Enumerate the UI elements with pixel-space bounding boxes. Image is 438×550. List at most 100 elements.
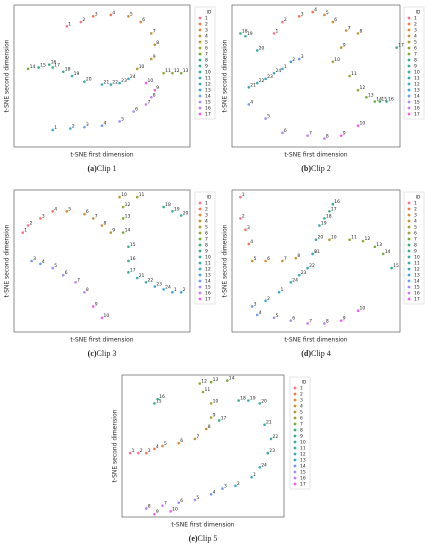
point-label: 23: [269, 448, 275, 454]
legend-swatch: [198, 112, 202, 116]
x-axis-label: t-SNE first dimension: [70, 152, 133, 159]
point: [323, 322, 326, 325]
point: [247, 86, 251, 89]
point: [255, 81, 259, 85]
point-label: 10: [331, 235, 337, 241]
point: [179, 290, 183, 294]
point-label: 9: [153, 54, 156, 60]
legend-label: 15: [205, 100, 211, 106]
legend-swatch: [198, 76, 202, 80]
point: [161, 504, 164, 507]
legend-label: 12: [300, 452, 306, 458]
point: [323, 217, 326, 220]
y-axis-label: t-SNE second dimension: [222, 39, 229, 112]
legend-swatch: [407, 16, 411, 20]
point-label: 17: [331, 206, 337, 212]
legend-label: 9: [414, 249, 417, 255]
point: [272, 32, 276, 35]
point-label: 7: [164, 501, 167, 507]
point: [250, 305, 254, 308]
point-label: 10: [213, 398, 219, 404]
point: [348, 74, 351, 78]
point: [169, 510, 172, 513]
point-label: 6: [142, 17, 145, 23]
legend-label: 15: [205, 285, 211, 291]
point-label: 4: [156, 444, 159, 450]
point: [328, 210, 331, 213]
point: [272, 316, 276, 320]
legend-label: 1: [300, 386, 303, 392]
point-label: 1: [276, 28, 279, 34]
point: [264, 259, 267, 263]
point-label: 4: [104, 121, 107, 127]
point: [258, 402, 262, 405]
point: [121, 205, 125, 209]
point: [132, 110, 135, 113]
legend-label: 3: [414, 28, 417, 34]
legend-label: 13: [205, 88, 211, 94]
point-label: 12: [365, 236, 371, 242]
point: [51, 210, 55, 213]
point: [209, 380, 213, 384]
point-label: 7: [153, 28, 156, 34]
point: [162, 205, 165, 209]
point: [306, 266, 309, 270]
legend-label: 15: [414, 285, 420, 291]
point: [171, 210, 174, 213]
legend-swatch: [198, 100, 202, 104]
legend-swatch: [198, 291, 202, 295]
legend-label: 14: [205, 279, 211, 285]
point: [128, 451, 132, 455]
point-label: 6: [65, 270, 68, 276]
plot-frame: [13, 189, 191, 333]
point: [153, 512, 156, 516]
point-label: 24: [165, 284, 171, 290]
point-label: 5: [130, 11, 133, 17]
point: [247, 242, 251, 246]
legend-label: 2: [205, 22, 208, 28]
legend-swatch: [293, 452, 297, 456]
legend-label: 8: [414, 58, 417, 64]
point-label: 5: [276, 313, 279, 319]
legend-label: 12: [414, 82, 420, 88]
point-label: 4: [259, 310, 262, 316]
point-label: 13: [213, 377, 219, 383]
point: [135, 195, 139, 199]
legend-label: 13: [300, 458, 306, 464]
point: [118, 195, 121, 199]
point-label: 2: [30, 221, 33, 227]
point-label: 6: [86, 209, 89, 215]
caption-text: Clip 3: [97, 349, 117, 358]
legend-swatch: [407, 22, 411, 26]
legend-swatch: [407, 70, 411, 74]
point: [297, 273, 301, 277]
point: [281, 20, 284, 24]
legend-swatch: [198, 22, 202, 26]
point: [294, 256, 298, 260]
point-label: 24: [276, 68, 282, 74]
point-label: 2: [237, 481, 240, 487]
point: [339, 46, 343, 49]
legend-swatch: [293, 422, 297, 426]
point: [109, 83, 113, 86]
point: [217, 419, 221, 422]
legend-label: 3: [205, 28, 208, 34]
legend-swatch: [198, 58, 202, 62]
legend-label: 16: [300, 476, 306, 482]
caption: (c)Clip 3: [88, 349, 117, 358]
point-label: 15: [130, 242, 136, 248]
legend-label: 14: [300, 464, 306, 470]
point: [331, 20, 335, 24]
point-label: 6: [284, 128, 287, 134]
legend-label: 15: [414, 100, 420, 106]
point-label: 11: [205, 387, 211, 393]
legend-label: 16: [205, 106, 211, 112]
point: [153, 402, 156, 405]
point-label: 2: [82, 17, 85, 23]
point: [61, 70, 65, 74]
point: [39, 217, 42, 220]
legend-swatch: [198, 231, 202, 235]
point-label: 9: [314, 249, 317, 255]
legend-label: 4: [205, 219, 208, 225]
